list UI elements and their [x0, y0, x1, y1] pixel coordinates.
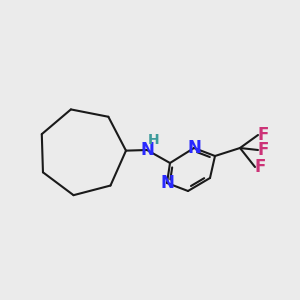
- Text: F: F: [257, 126, 269, 144]
- Text: F: F: [257, 141, 269, 159]
- Text: N: N: [160, 174, 174, 192]
- Text: H: H: [148, 133, 160, 147]
- Text: N: N: [140, 141, 154, 159]
- Text: F: F: [254, 158, 266, 176]
- Text: N: N: [187, 139, 201, 157]
